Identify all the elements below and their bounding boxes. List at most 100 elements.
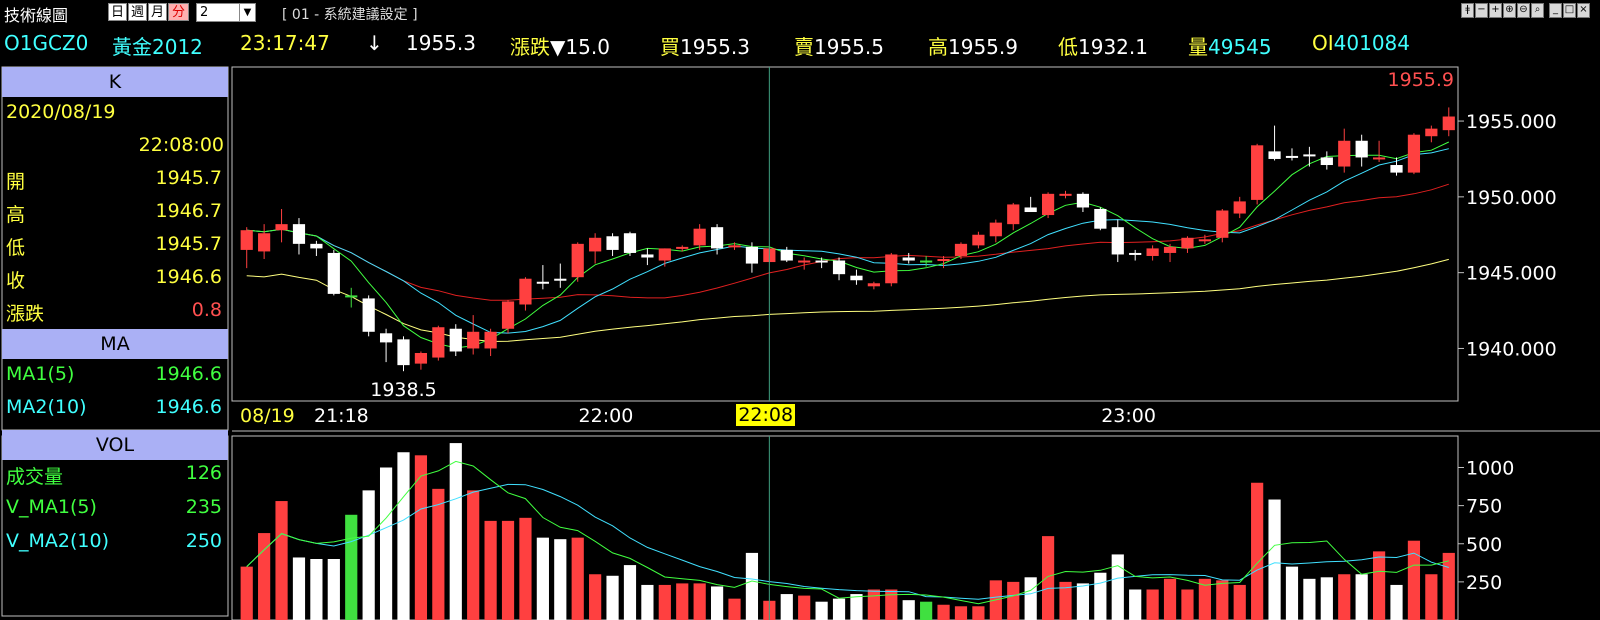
candle-body (414, 353, 428, 364)
vma1-row: V_MA1(5) 235 (6, 496, 222, 518)
max-price-label: 1955.9 (1388, 69, 1454, 91)
interval-select[interactable]: 2 ▼ (196, 3, 256, 22)
candle-body (1355, 140, 1368, 158)
period-month-button[interactable]: 月 (148, 3, 167, 21)
time-start-date: 08/19 (240, 405, 295, 427)
volume-bar (641, 584, 654, 620)
volume-field: 量49545 (1188, 35, 1272, 59)
candle-body (676, 246, 689, 249)
ma1-line (246, 141, 1450, 349)
period-day-button[interactable]: 日 (108, 3, 127, 21)
volume-bar (258, 533, 271, 620)
ma2-line (246, 148, 1449, 334)
volume-bar (484, 520, 497, 620)
volume-ma-lines (246, 460, 1449, 605)
candle-body (501, 301, 515, 329)
ma4-line (246, 258, 1449, 343)
volume-tick-label: 1000 (1466, 458, 1514, 480)
vma2-line (246, 483, 1449, 600)
restore-layout-icon[interactable]: ǂ (1461, 3, 1474, 18)
search-icon[interactable]: ⌕ (1531, 3, 1544, 18)
candles (240, 107, 1455, 372)
minimize-icon[interactable]: _ (1549, 3, 1562, 18)
candle-body (850, 275, 863, 281)
candle-body (1233, 201, 1246, 214)
volume-bar (867, 589, 880, 620)
candle-body (885, 254, 898, 284)
candle-body (1059, 193, 1072, 196)
candle-body (1129, 252, 1142, 255)
k-open-row: 開 1945.7 (6, 167, 222, 193)
volume-bar (345, 514, 358, 620)
volume-bar (589, 574, 602, 620)
interval-value: 2 (200, 5, 209, 20)
volume-bar (1338, 574, 1351, 620)
volume-bar (850, 594, 863, 620)
volume-bar (536, 537, 549, 620)
candle-body (1094, 208, 1107, 229)
period-minute-button[interactable]: 分 (168, 3, 189, 21)
volume-bar (571, 537, 584, 620)
vma1-line (246, 460, 1449, 605)
ma-lines (246, 141, 1450, 349)
minus-icon[interactable]: − (1475, 3, 1488, 18)
candle-body (1198, 239, 1211, 242)
time-start-time: 21:18 (314, 405, 369, 427)
chevron-down-icon[interactable]: ▼ (239, 4, 255, 21)
price-axis: 1955.000 1950.000 1945.000 1940.000 (1458, 111, 1557, 360)
candle-body (693, 228, 706, 246)
quote-bar: O1GCZ0 黃金2012 23:17:47 ↓ 1955.3 漲跌▼15.0 … (0, 27, 1600, 61)
setting-label[interactable]: [ 01 - 系統建議設定 ] (282, 7, 418, 23)
volume-bar (676, 583, 689, 620)
candle-body (1007, 204, 1020, 225)
volume-bar (1163, 578, 1177, 620)
candle-body (989, 222, 1002, 237)
candle-body (780, 249, 793, 261)
candle-body (1111, 227, 1124, 255)
volume-bar (1320, 577, 1333, 620)
candle-body (710, 227, 724, 249)
volume-bar (885, 589, 898, 620)
volume-bar (658, 584, 671, 620)
volume-bar (1198, 578, 1211, 620)
open-interest-field: OI401084 (1312, 31, 1410, 55)
candle-body (798, 260, 811, 263)
maximize-icon[interactable]: □ (1563, 3, 1576, 18)
ma3-line (246, 183, 1449, 301)
plus-icon[interactable]: + (1489, 3, 1502, 18)
zoom-out-icon[interactable]: ⊖ (1517, 3, 1530, 18)
volume-bar (1251, 482, 1264, 620)
candle-body (519, 278, 532, 305)
candle-body (641, 254, 654, 258)
volume-bar (1076, 583, 1090, 620)
zoom-in-icon[interactable]: ⊕ (1503, 3, 1516, 18)
volume-bar (554, 539, 567, 620)
toolbar: 技術線圖 日 週 月 分 2 ▼ [ 01 - 系統建議設定 ] ǂ − + ⊕… (0, 0, 1600, 26)
cursor-time-tag: 22:08 (736, 404, 796, 426)
candle-body (954, 243, 968, 256)
ma2-row: MA2(10) 1946.6 (6, 396, 222, 418)
volume-bar (1233, 584, 1246, 620)
volume-bar (1059, 581, 1072, 620)
candle-body (240, 230, 253, 250)
candle-body (379, 333, 393, 343)
volume-bar (1041, 536, 1055, 620)
volume-bar (1216, 580, 1229, 620)
candle-body (745, 246, 759, 264)
k-change-row: 漲跌 0.8 (6, 299, 222, 325)
volume-bar (1303, 578, 1316, 620)
close-icon[interactable]: × (1577, 3, 1590, 18)
ma1-row: MA1(5) 1946.6 (6, 363, 222, 385)
candle-body (606, 236, 619, 250)
volume-bar (292, 557, 306, 620)
k-high-row: 高 1946.7 (6, 200, 222, 226)
volume-bar (832, 598, 846, 620)
price-tick-label: 1945.000 (1466, 263, 1557, 285)
volume-bar (432, 488, 445, 620)
k-time-row: 22:08:00 (138, 134, 224, 156)
period-week-button[interactable]: 週 (128, 3, 147, 21)
last-price: 1955.3 (406, 31, 476, 55)
candle-body (345, 295, 358, 298)
volume-bar (1024, 577, 1037, 620)
